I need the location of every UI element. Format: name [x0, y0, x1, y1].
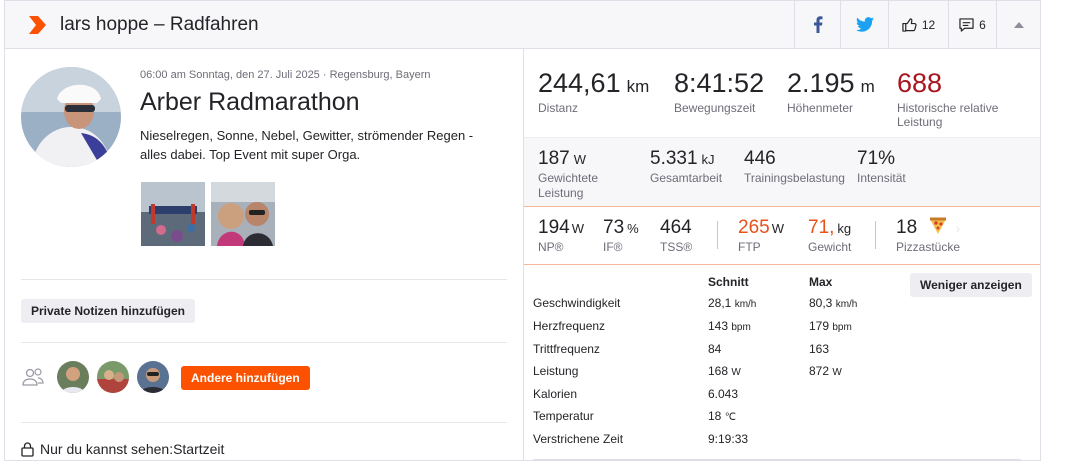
column-header-avg: Schnitt: [708, 275, 749, 289]
comment-icon: [959, 17, 974, 32]
stat-intensity: 71% Intensität: [857, 148, 906, 185]
stat-weighted-power: 187 W Gewichtete Leistung: [538, 148, 599, 200]
activity-photo[interactable]: [141, 182, 205, 246]
stat-tss: 464 TSS®: [660, 217, 693, 254]
activity-meta: 06:00 am Sonntag, den 27. Juli 2025 · Re…: [140, 69, 431, 81]
collapse-arrow-icon: [1013, 21, 1024, 28]
activity-card: lars hoppe – Radfahren 12 6: [4, 0, 1041, 461]
kudos-thumb-icon: [902, 18, 917, 32]
stat-distance: 244,61 km Distanz: [538, 68, 650, 115]
stat-pizza: 18 › Pizzastücke: [896, 217, 961, 254]
twitter-icon: [855, 17, 874, 32]
stat-moving-time: 8:41:52 Bewegungszeit: [674, 68, 765, 115]
facebook-icon: [813, 16, 822, 33]
kudos-button[interactable]: 12: [888, 1, 948, 48]
primary-stats: 244,61 km Distanz 8:41:52 Bewegungszeit 2…: [524, 49, 1040, 137]
divider: [21, 422, 507, 423]
stat-weight: 71, kg Gewicht: [808, 217, 852, 254]
group-athlete-avatar[interactable]: [137, 361, 169, 393]
activity-header: lars hoppe – Radfahren 12 6: [5, 1, 1040, 49]
share-facebook-button[interactable]: [794, 1, 840, 48]
column-divider: [523, 49, 524, 461]
divider: [21, 342, 507, 343]
table-row: Temperatur 18 ℃: [533, 409, 736, 423]
separator: [717, 221, 718, 249]
stat-if: 73% IF®: [603, 217, 639, 254]
stat-np: 194 W NP®: [538, 217, 584, 254]
activity-photo[interactable]: [211, 182, 275, 246]
group-athlete-avatar[interactable]: [57, 361, 89, 393]
stat-relative-effort[interactable]: 688 Historische relative Leistung: [897, 68, 999, 129]
collapse-button[interactable]: [996, 1, 1040, 48]
tertiary-stats: 194 W NP® 73% IF® 464 TSS® 265 W FTP 71, kg…: [524, 208, 1040, 265]
group-icon: [22, 368, 44, 386]
table-row: Geschwindigkeit 28,1 km/h 80,3 km/h: [533, 296, 858, 310]
privacy-text: Nur du kannst sehen:Startzeit: [40, 441, 225, 457]
stat-training-load: 446 Trainingsbelastung: [744, 148, 845, 185]
secondary-stats: 187 W Gewichtete Leistung 5.331 kJ Gesamta…: [524, 137, 1040, 207]
table-row: Kalorien 6.043: [533, 387, 739, 401]
activity-name: Arber Radmarathon: [140, 88, 360, 116]
stat-total-work: 5.331 kJ Gesamtarbeit: [650, 148, 723, 185]
comment-count: 6: [979, 17, 986, 32]
add-private-notes-button[interactable]: Private Notizen hinzufügen: [21, 299, 196, 323]
show-less-button[interactable]: Weniger anzeigen: [910, 273, 1032, 297]
column-header-max: Max: [809, 275, 833, 289]
header-title: lars hoppe – Radfahren: [60, 14, 259, 35]
table-row: Trittfrequenz 84 163: [533, 342, 830, 356]
group-athlete-avatar[interactable]: [97, 361, 129, 393]
comments-button[interactable]: 6: [948, 1, 996, 48]
table-row: Herzfrequenz 143 bpm 179 bpm: [533, 319, 852, 333]
activity-description: Nieselregen, Sonne, Nebel, Gewitter, str…: [140, 128, 474, 162]
table-row: Leistung 168 W 872 W: [533, 364, 842, 378]
add-others-button[interactable]: Andere hinzufügen: [181, 366, 310, 390]
table-row: Verstrichene Zeit 9:19:33: [533, 432, 749, 446]
stat-ftp: 265 W FTP: [738, 217, 784, 254]
pizza-icon: [930, 217, 947, 234]
divider: [533, 459, 1021, 460]
divider: [21, 279, 507, 280]
share-twitter-button[interactable]: [840, 1, 888, 48]
privacy-note: Nur du kannst sehen:Startzeit: [21, 441, 224, 457]
strava-logo-icon: [29, 16, 46, 34]
athlete-avatar[interactable]: [21, 67, 121, 167]
kudos-count: 12: [921, 17, 936, 32]
separator: [875, 221, 876, 249]
stat-elevation: 2.195 m Höhenmeter: [787, 68, 875, 115]
lock-icon: [21, 441, 34, 457]
